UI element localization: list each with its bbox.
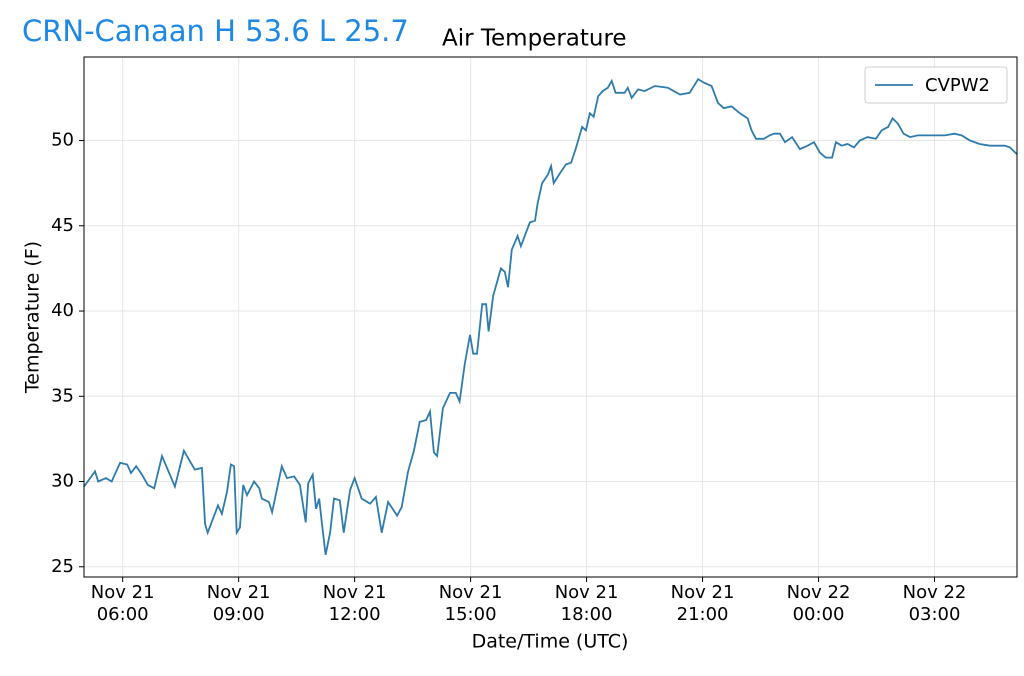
x-tick-label: Nov 22 03:00	[902, 582, 967, 625]
data-line	[83, 77, 1018, 555]
y-tick-label: 40	[51, 300, 74, 321]
legend: CVPW2	[864, 66, 1008, 104]
x-tick-label: Nov 21 09:00	[206, 582, 271, 625]
x-tick-label: Nov 22 00:00	[786, 582, 851, 625]
x-tick-label: Nov 21 12:00	[322, 582, 387, 625]
y-tick-label: 35	[51, 385, 74, 406]
x-tick-label: Nov 21 15:00	[438, 582, 503, 625]
x-tick-label: Nov 21 18:00	[554, 582, 619, 625]
y-tick-label: 30	[51, 471, 74, 492]
legend-box	[864, 66, 1008, 104]
y-tick-label: 50	[51, 130, 74, 151]
y-tick-label: 45	[51, 215, 74, 236]
x-tick-label: Nov 21 06:00	[90, 582, 155, 625]
plot-frame	[83, 56, 1018, 578]
y-tick-label: 25	[51, 556, 74, 577]
y-axis-label: Temperature (F)	[22, 241, 44, 394]
station-header: CRN-Canaan H 53.6 L 25.7	[22, 14, 409, 48]
x-axis-label: Date/Time (UTC)	[472, 631, 629, 653]
chart-title: Air Temperature	[442, 26, 627, 52]
legend-label: CVPW2	[925, 75, 990, 96]
x-tick-label: Nov 21 21:00	[670, 582, 735, 625]
